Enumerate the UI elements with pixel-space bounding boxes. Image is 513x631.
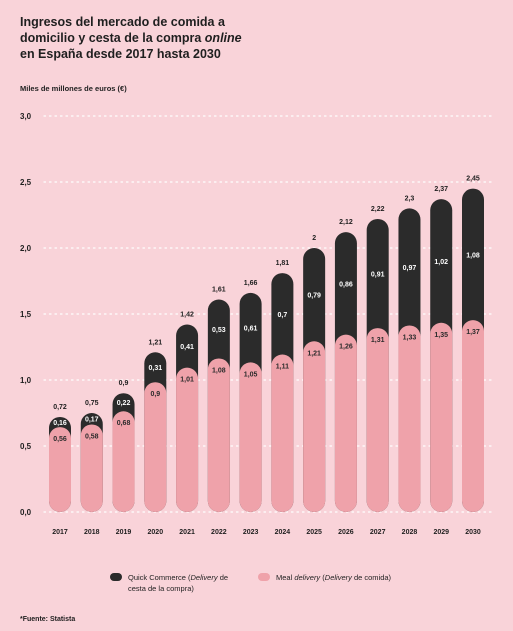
- legend-text: Meal: [276, 573, 295, 582]
- chart-title: Ingresos del mercado de comida a domicil…: [20, 14, 320, 62]
- data-label-meal-delivery: 1,01: [180, 377, 194, 384]
- data-label-total: 2,3: [405, 195, 415, 202]
- legend-text-italic: Delivery: [324, 573, 352, 582]
- y-tick-label: 2,0: [20, 244, 32, 253]
- legend-label-quick-commerce: Quick Commerce (Delivery de cesta de la c…: [128, 572, 228, 594]
- data-label-total: 2: [312, 235, 316, 242]
- data-label-quick-commerce: 0,53: [212, 327, 226, 334]
- data-label-total: 2,45: [466, 176, 480, 183]
- x-tick-label: 2025: [306, 529, 322, 536]
- title-italic-word: online: [204, 31, 242, 45]
- bar-meal-delivery: [80, 424, 103, 512]
- data-label-quick-commerce: 0,79: [307, 293, 321, 300]
- x-tick-label: 2026: [338, 529, 354, 536]
- title-line-1: Ingresos del mercado de comida a: [20, 15, 225, 29]
- x-tick-label: 2021: [179, 529, 195, 536]
- bar-meal-delivery: [207, 358, 230, 512]
- x-tick-label: 2018: [84, 529, 100, 536]
- y-tick-label: 1,0: [20, 376, 32, 385]
- x-tick-label: 2024: [275, 529, 291, 536]
- data-label-quick-commerce: 0,41: [180, 344, 194, 351]
- data-label-quick-commerce: 0,97: [403, 265, 417, 272]
- data-label-total: 2,22: [371, 206, 385, 213]
- data-label-meal-delivery: 1,35: [434, 332, 448, 339]
- data-label-quick-commerce: 0,91: [371, 272, 385, 279]
- legend-text: de: [217, 573, 229, 582]
- bar-meal-delivery: [144, 382, 167, 512]
- data-label-quick-commerce: 0,61: [244, 326, 258, 333]
- data-label-meal-delivery: 0,56: [53, 436, 67, 443]
- legend-text: de comida): [351, 573, 392, 582]
- data-label-quick-commerce: 1,08: [466, 252, 480, 259]
- bar-meal-delivery: [112, 411, 135, 512]
- data-label-meal-delivery: 1,05: [244, 371, 258, 378]
- data-label-total: 1,66: [244, 280, 258, 287]
- bar-meal-delivery: [271, 354, 294, 512]
- bar-meal-delivery: [239, 362, 262, 512]
- data-label-quick-commerce: 0,17: [85, 417, 99, 424]
- source-footnote: *Fuente: Statista: [20, 616, 76, 623]
- x-tick-label: 2017: [52, 529, 68, 536]
- data-label-meal-delivery: 1,11: [276, 363, 289, 370]
- y-tick-label: 3,0: [20, 112, 32, 121]
- data-label-total: 1,21: [148, 339, 162, 346]
- y-tick-label: 2,5: [20, 178, 32, 187]
- x-tick-label: 2030: [465, 529, 481, 536]
- x-tick-label: 2020: [148, 529, 164, 536]
- bar-meal-delivery: [334, 334, 357, 512]
- legend-text: cesta de la compra): [128, 584, 194, 593]
- data-label-meal-delivery: 1,37: [466, 329, 480, 336]
- data-label-quick-commerce: 0,31: [148, 365, 162, 372]
- y-tick-label: 1,5: [20, 310, 32, 319]
- bar-meal-delivery: [303, 341, 326, 512]
- bar-meal-delivery: [398, 325, 421, 512]
- data-label-total: 0,9: [119, 380, 129, 387]
- title-line-2-text: domicilio y cesta de la compra: [20, 31, 205, 45]
- legend-label-meal-delivery: Meal delivery (Delivery de comida): [276, 572, 391, 583]
- data-label-meal-delivery: 0,68: [117, 420, 131, 427]
- data-label-quick-commerce: 0,16: [53, 420, 67, 427]
- data-label-total: 0,72: [53, 404, 67, 411]
- data-label-total: 2,37: [434, 186, 448, 193]
- y-tick-label: 0,0: [20, 508, 32, 517]
- x-tick-label: 2027: [370, 529, 386, 536]
- data-label-meal-delivery: 0,9: [150, 391, 160, 398]
- bar-meal-delivery: [49, 427, 71, 512]
- bar-meal-delivery: [176, 367, 199, 512]
- data-label-meal-delivery: 1,26: [339, 344, 353, 351]
- legend-swatch-meal-delivery: [258, 573, 270, 581]
- data-label-meal-delivery: 0,58: [85, 433, 99, 440]
- data-label-quick-commerce: 0,22: [117, 400, 131, 407]
- data-label-meal-delivery: 1,33: [403, 334, 417, 341]
- data-label-total: 1,42: [180, 312, 194, 319]
- x-tick-label: 2022: [211, 529, 227, 536]
- data-label-total: 0,75: [85, 400, 99, 407]
- x-tick-label: 2029: [433, 529, 449, 536]
- data-label-quick-commerce: 0,7: [278, 312, 288, 319]
- stacked-bar-chart: 0,00,51,01,52,02,53,00,160,560,7220170,1…: [20, 112, 493, 536]
- data-label-meal-delivery: 1,08: [212, 367, 226, 374]
- legend-text: (: [320, 573, 325, 582]
- data-label-total: 2,12: [339, 219, 353, 226]
- bar-meal-delivery: [462, 320, 484, 512]
- title-line-2: domicilio y cesta de la compra online: [20, 30, 320, 46]
- x-tick-label: 2019: [116, 529, 132, 536]
- y-tick-label: 0,5: [20, 442, 32, 451]
- data-label-meal-delivery: 1,31: [371, 337, 385, 344]
- title-line-3: en España desde 2017 hasta 2030: [20, 47, 221, 61]
- data-label-quick-commerce: 1,02: [434, 259, 448, 266]
- bar-meal-delivery: [430, 322, 453, 512]
- legend-text: Quick Commerce (: [128, 573, 191, 582]
- x-tick-label: 2023: [243, 529, 259, 536]
- legend-text-italic: delivery: [294, 573, 321, 582]
- data-label-meal-delivery: 1,21: [307, 350, 321, 357]
- legend-swatch-quick-commerce: [110, 573, 122, 581]
- data-label-total: 1,61: [212, 286, 226, 293]
- x-tick-label: 2028: [402, 529, 418, 536]
- legend-text-italic: Delivery: [190, 573, 218, 582]
- y-axis-label: Miles de millones de euros (€): [20, 84, 127, 93]
- data-label-quick-commerce: 0,86: [339, 281, 353, 288]
- bar-meal-delivery: [366, 328, 389, 512]
- data-label-total: 1,81: [276, 260, 290, 267]
